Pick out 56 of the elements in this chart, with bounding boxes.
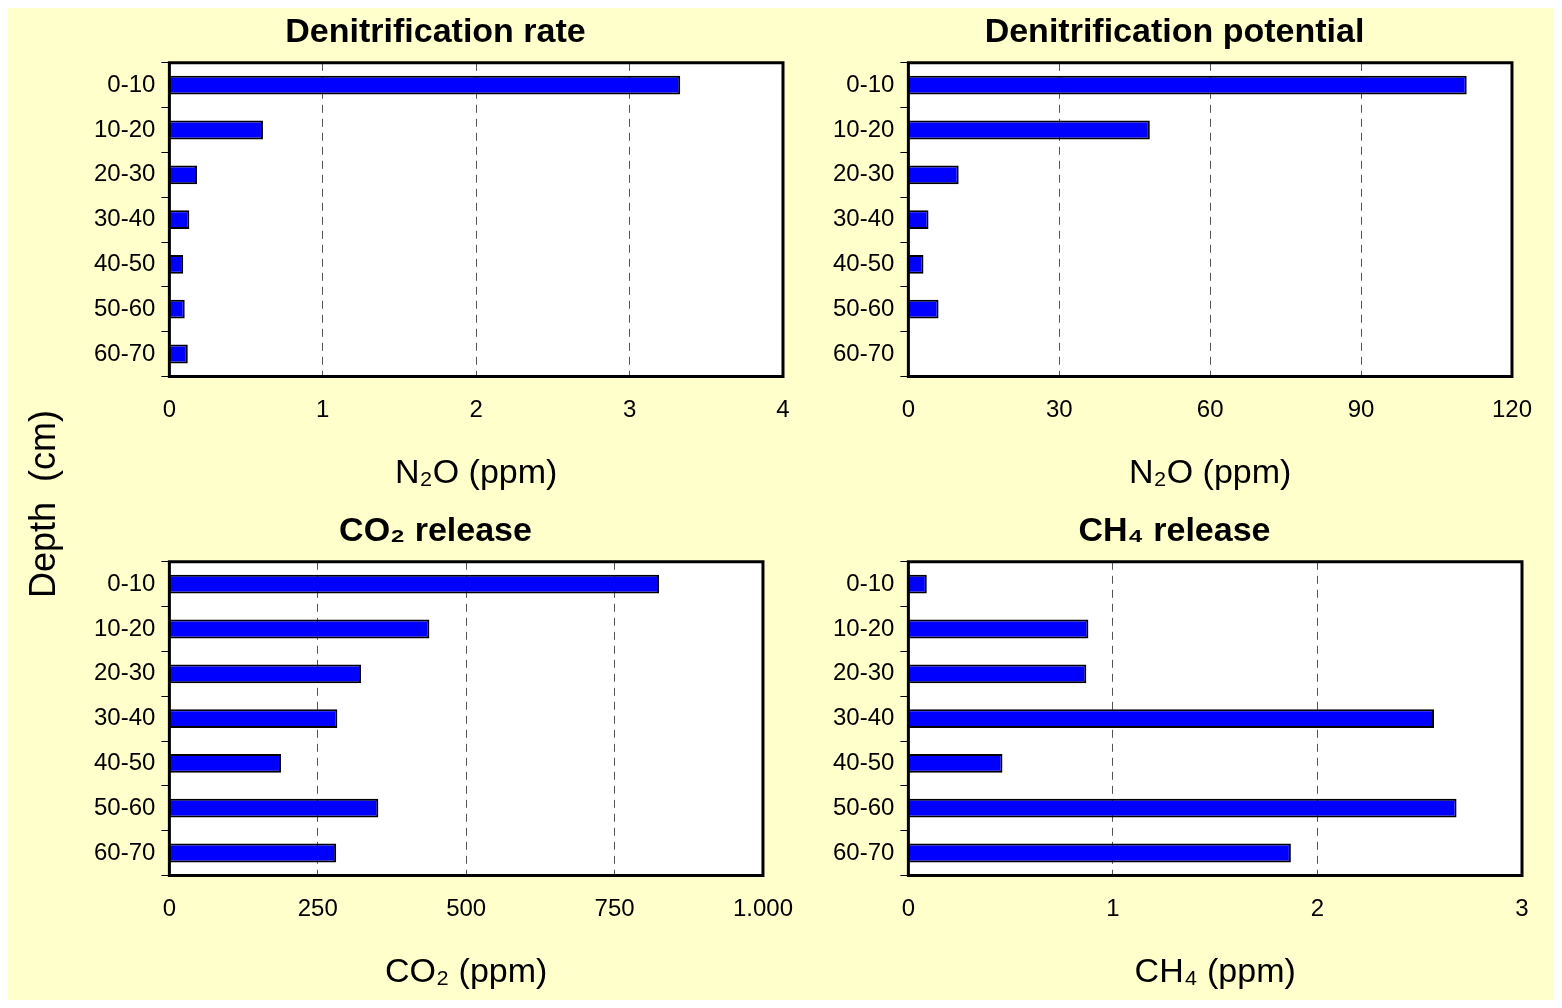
y-tick-label: 40-50	[832, 748, 895, 776]
x-tick-label: 2	[1310, 894, 1325, 922]
y-tick-label: 10-20	[832, 114, 895, 142]
y-tick-label: 50-60	[93, 293, 156, 321]
x-tick-label: 1.000	[732, 894, 793, 922]
y-tick-label: 60-70	[832, 338, 895, 366]
y-tick-label: 60-70	[832, 837, 895, 865]
chart-title: CO₂ release	[339, 509, 532, 548]
x-tick-label: 60	[1196, 395, 1224, 423]
x-tick-label: 0	[901, 894, 916, 922]
chart-title: CH₄ release	[1078, 509, 1271, 548]
x-tick-label: 0	[901, 395, 916, 423]
y-tick-label: 50-60	[832, 792, 895, 820]
y-tick-label: 10-20	[93, 114, 156, 142]
y-tick-label: 0-10	[846, 568, 895, 596]
x-tick-label: 3	[1515, 894, 1529, 922]
y-tick-label: 30-40	[93, 703, 156, 731]
y-tick-label: 0-10	[107, 568, 156, 596]
x-axis-title: N₂O (ppm)	[394, 451, 558, 490]
y-tick-label: 30-40	[93, 204, 156, 232]
x-tick-label: 500	[446, 894, 487, 922]
x-tick-label: 250	[297, 894, 338, 922]
y-tick-label: 0-10	[107, 69, 156, 97]
y-tick-label: 60-70	[93, 338, 156, 366]
y-tick-label: 50-60	[93, 792, 156, 820]
y-tick-label: 40-50	[93, 748, 156, 776]
y-tick-label: 10-20	[832, 613, 895, 641]
x-tick-label: 4	[776, 395, 790, 423]
x-tick-label: 0	[162, 894, 177, 922]
y-tick-label: 20-30	[93, 658, 156, 686]
x-axis-title: CH₄ (ppm)	[1134, 950, 1296, 989]
y-tick-label: 20-30	[93, 159, 156, 187]
x-tick-label: 2	[469, 395, 483, 423]
y-tick-label: 10-20	[93, 613, 156, 641]
y-tick-label: 40-50	[832, 249, 895, 277]
x-tick-label: 3	[622, 395, 637, 423]
x-tick-label: 0	[162, 395, 177, 423]
x-axis-title: CO₂ (ppm)	[384, 950, 548, 989]
y-axis-title: Depth (cm)	[22, 409, 64, 599]
x-tick-label: 750	[594, 894, 635, 922]
x-tick-label: 1	[316, 395, 330, 423]
y-tick-label: 30-40	[832, 204, 895, 232]
y-tick-label: 50-60	[832, 293, 895, 321]
chart-title: Denitrification potential	[984, 10, 1365, 49]
x-tick-label: 30	[1045, 395, 1073, 423]
y-tick-label: 40-50	[93, 249, 156, 277]
y-tick-label: 60-70	[93, 837, 156, 865]
chart-title: Denitrification rate	[285, 10, 586, 49]
x-tick-label: 120	[1491, 395, 1532, 423]
y-tick-label: 20-30	[832, 159, 895, 187]
x-tick-label: 1	[1106, 894, 1120, 922]
x-axis-title: N₂O (ppm)	[1128, 451, 1292, 490]
y-tick-label: 0-10	[846, 69, 895, 97]
y-tick-label: 30-40	[832, 703, 895, 731]
y-tick-label: 20-30	[832, 658, 895, 686]
x-tick-label: 90	[1347, 395, 1375, 423]
